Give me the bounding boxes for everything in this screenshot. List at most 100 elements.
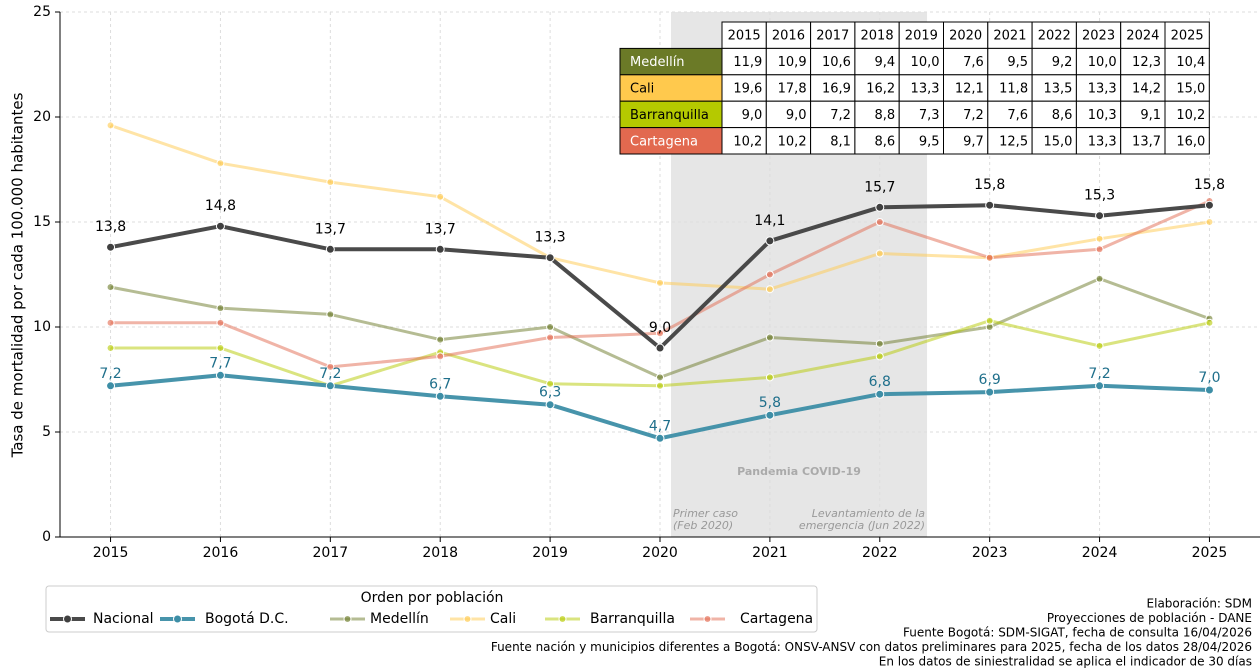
data-point [326,178,335,187]
data-point [875,218,884,226]
table-value: 9,5 [919,134,940,149]
data-point [1205,218,1214,226]
data-point [106,121,115,130]
data-point [436,335,445,344]
legend-marker [173,614,182,624]
data-point [656,329,664,338]
data-label: 7,7 [209,355,231,371]
data-point [215,221,225,231]
data-point [106,344,115,352]
table-cell [943,100,989,129]
data-point [435,391,445,401]
x-tick-label: 2023 [972,545,1008,561]
table-header: 2021 [993,29,1026,44]
legend-marker [463,615,472,623]
data-point [656,278,664,287]
table-cell [810,21,856,49]
table-cell [898,21,945,49]
table-cell [1031,21,1077,49]
table-value: 13,5 [1043,82,1072,97]
data-point [216,304,225,313]
legend-marker [558,615,567,623]
data-label: 15,8 [974,177,1005,193]
legend-label: Nacional [93,611,154,627]
table-cell [1031,127,1077,155]
table-value: 11,8 [999,82,1028,97]
x-tick-label: 2021 [752,545,788,561]
footer-note: Fuente Bogotá: SDM-SIGAT, fecha de consu… [903,626,1252,640]
data-label: 7,2 [99,366,121,382]
table-cell [1164,21,1210,49]
table-value: 8,1 [830,134,851,149]
table-value: 13,3 [1088,82,1117,97]
table-row-label: Medellín [630,55,685,70]
data-point [1095,234,1104,243]
table-value: 8,6 [875,134,896,149]
footer-note: Elaboración: SDM [1147,597,1252,611]
legend-label: Cartagena [740,611,813,627]
table-value: 9,0 [742,108,763,123]
table-cell [898,127,945,155]
legend-marker [703,615,712,623]
data-point [985,316,994,325]
data-label: 6,7 [429,376,451,392]
table-cell [898,47,945,76]
table-cell [1031,74,1077,102]
table-cell [1075,74,1122,102]
table-value: 10,6 [822,55,851,70]
data-point [436,352,445,361]
table-value: 9,5 [1007,55,1028,70]
data-point [985,387,995,397]
legend-title: Orden por población [361,590,504,606]
y-tick-label: 0 [42,529,51,545]
data-point [875,352,884,361]
table-row-label: Barranquilla [630,108,709,123]
data-point [216,318,225,327]
table-cell [721,47,767,76]
data-label: 13,7 [425,221,456,237]
table-cell [987,47,1033,76]
data-label: 7,2 [1088,366,1110,382]
x-tick-label: 2016 [203,545,239,561]
data-point [106,318,115,327]
data-point [546,379,555,388]
data-label: 13,3 [535,230,566,246]
data-point [765,236,775,246]
span-start-label: (Feb 2020) [673,519,733,532]
table-value: 10,4 [1176,55,1205,70]
x-tick-label: 2020 [642,545,678,561]
table-value: 7,6 [1007,108,1028,123]
table-value: 10,0 [911,55,940,70]
table-cell [765,47,812,76]
table-value: 12,5 [999,134,1028,149]
table-value: 10,3 [1088,108,1117,123]
table-row-label-cell [619,127,723,155]
data-point [875,389,885,399]
table-value: 14,2 [1132,82,1161,97]
table-header: 2020 [949,29,982,44]
data-point [985,253,994,262]
table-value: 9,7 [963,134,984,149]
table-row-label: Cartagena [630,134,698,149]
table-cell [1164,127,1210,155]
table-header: 2025 [1171,29,1204,44]
x-tick-label: 2025 [1192,545,1228,561]
table-cell [987,127,1033,155]
data-point [765,333,774,342]
x-tick-label: 2017 [313,545,349,561]
data-point [106,283,115,292]
table-header: 2024 [1126,29,1159,44]
table-cell [854,100,900,129]
data-point [1205,318,1214,327]
data-label: 6,8 [869,374,891,390]
data-point [436,192,445,201]
table-value: 12,1 [955,82,984,97]
table-row-label: Cali [630,82,654,97]
table-header: 2023 [1082,29,1115,44]
table-row-label-cell [619,47,723,76]
table-header: 2022 [1038,29,1071,44]
data-point [216,344,225,352]
data-point [546,323,555,331]
data-point [765,373,774,382]
data-point [106,381,116,391]
